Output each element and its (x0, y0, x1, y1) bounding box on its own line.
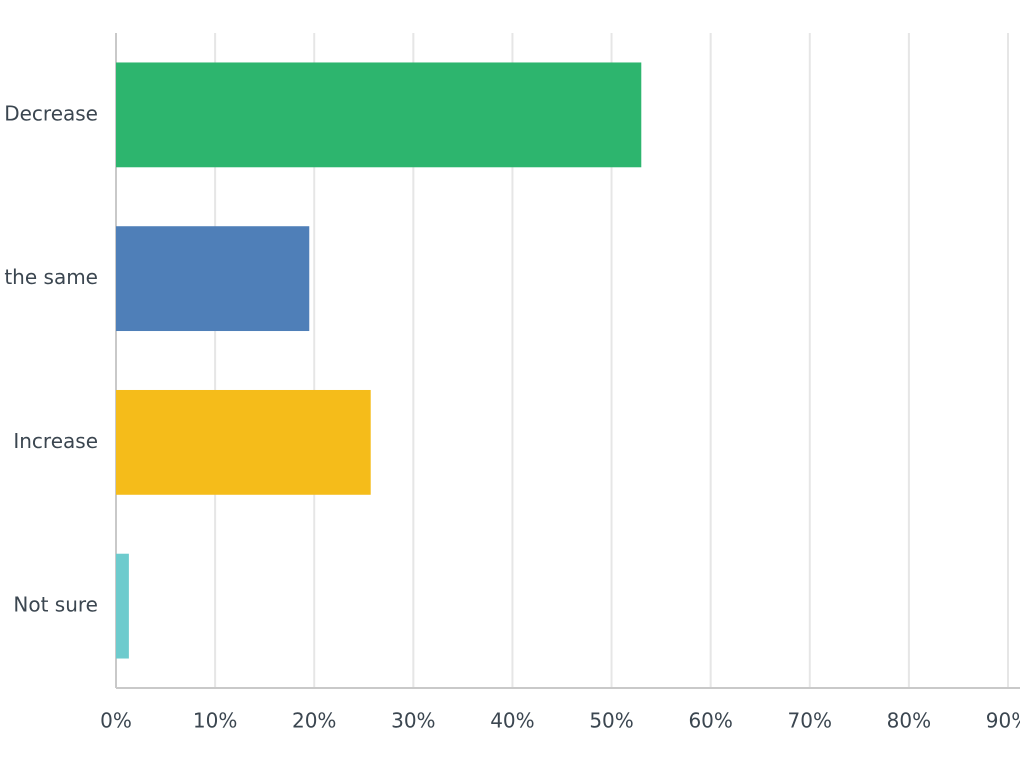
x-tick-label: 20% (292, 709, 336, 733)
bar (116, 226, 310, 332)
y-tick-label: the same (4, 265, 98, 289)
x-tick-label: 50% (589, 709, 633, 733)
x-tick-label: 30% (391, 709, 435, 733)
x-tick-label: 0% (100, 709, 132, 733)
y-tick-label: Decrease (4, 101, 98, 125)
bar (116, 62, 642, 168)
y-tick-label: Not sure (13, 593, 98, 617)
x-tick-label: 70% (788, 709, 832, 733)
bar (116, 389, 371, 495)
x-tick-label: 90% (986, 709, 1020, 733)
x-tick-label: 40% (490, 709, 534, 733)
y-tick-label: Increase (13, 429, 98, 453)
bar (116, 553, 129, 659)
x-tick-label: 10% (193, 709, 237, 733)
x-tick-label: 60% (688, 709, 732, 733)
x-tick-label: 80% (887, 709, 931, 733)
